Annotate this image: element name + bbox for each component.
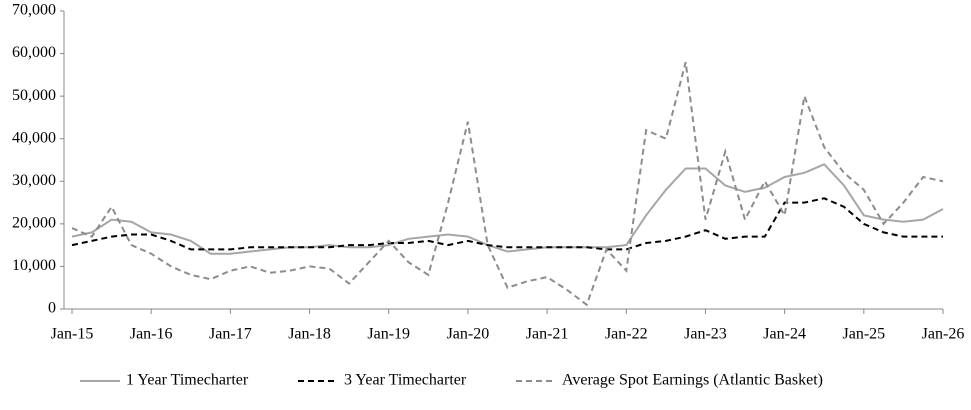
x-tick-label: Jan-23 <box>684 326 727 343</box>
x-tick-label: Jan-24 <box>763 326 806 343</box>
y-tick-label: 70,000 <box>12 2 56 19</box>
y-tick-label: 0 <box>48 300 56 317</box>
x-tick-label: Jan-18 <box>288 326 331 343</box>
x-tick-label: Jan-17 <box>209 326 252 343</box>
y-tick-label: 30,000 <box>12 172 56 189</box>
x-tick-label: Jan-16 <box>130 326 173 343</box>
series-line <box>71 163 944 255</box>
legend-label: Average Spot Earnings (Atlantic Basket) <box>562 372 823 389</box>
x-tick-label: Jan-22 <box>605 326 648 343</box>
x-tick-label: Jan-21 <box>526 326 569 343</box>
y-tick-label: 20,000 <box>12 215 56 232</box>
x-tick-label: Jan-15 <box>51 326 94 343</box>
y-tick-label: 60,000 <box>12 44 56 61</box>
x-tick-label: Jan-25 <box>842 326 885 343</box>
series-line <box>71 197 943 251</box>
legend-label: 1 Year Timecharter <box>126 372 249 389</box>
y-tick-label: 40,000 <box>12 129 56 146</box>
series-line <box>71 61 944 307</box>
y-tick-label: 50,000 <box>12 87 56 104</box>
x-tick-label: Jan-19 <box>367 326 410 343</box>
x-tick-label: Jan-20 <box>447 326 490 343</box>
x-tick-label: Jan-26 <box>922 326 965 343</box>
legend-label: 3 Year Timecharter <box>344 372 467 389</box>
y-tick-label: 10,000 <box>12 257 56 274</box>
